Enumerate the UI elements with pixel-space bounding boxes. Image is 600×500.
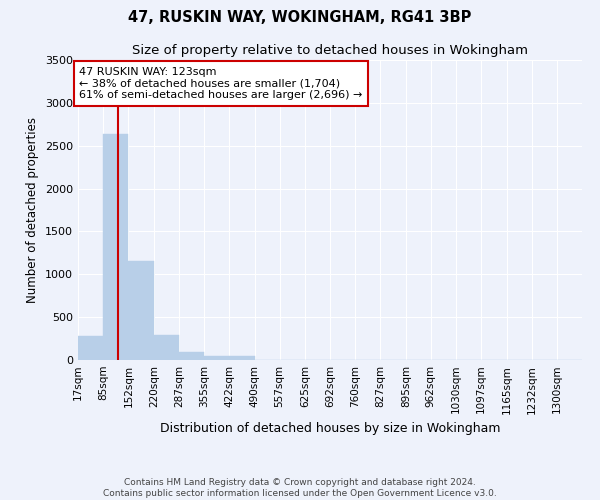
X-axis label: Distribution of detached houses by size in Wokingham: Distribution of detached houses by size … [160,422,500,435]
Bar [78,336,103,360]
Bar [128,262,154,360]
Title: Size of property relative to detached houses in Wokingham: Size of property relative to detached ho… [132,44,528,58]
Text: Contains HM Land Registry data © Crown copyright and database right 2024.
Contai: Contains HM Land Registry data © Crown c… [103,478,497,498]
Bar [179,352,204,360]
Bar [154,335,179,360]
Text: 47 RUSKIN WAY: 123sqm
← 38% of detached houses are smaller (1,704)
61% of semi-d: 47 RUSKIN WAY: 123sqm ← 38% of detached … [79,67,362,100]
Text: 47, RUSKIN WAY, WOKINGHAM, RG41 3BP: 47, RUSKIN WAY, WOKINGHAM, RG41 3BP [128,10,472,25]
Bar [204,356,229,360]
Y-axis label: Number of detached properties: Number of detached properties [26,117,40,303]
Bar [103,134,128,360]
Bar [229,356,254,360]
